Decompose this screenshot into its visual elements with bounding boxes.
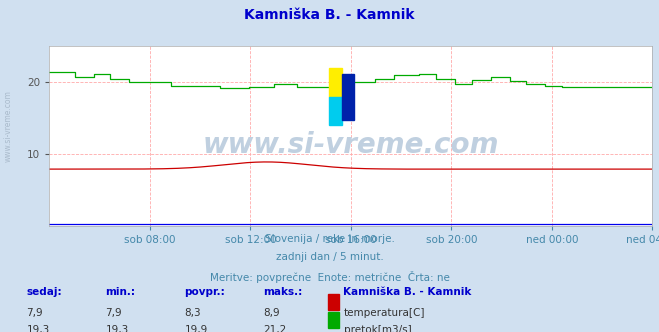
Bar [342, 74, 354, 120]
Text: Meritve: povprečne  Enote: metrične  Črta: ne: Meritve: povprečne Enote: metrične Črta:… [210, 271, 449, 283]
Text: 19,9: 19,9 [185, 325, 208, 332]
Text: Slovenija / reke in morje.: Slovenija / reke in morje. [264, 234, 395, 244]
Text: zadnji dan / 5 minut.: zadnji dan / 5 minut. [275, 252, 384, 262]
Text: sedaj:: sedaj: [26, 287, 62, 297]
Text: 8,9: 8,9 [264, 308, 280, 318]
Text: 8,3: 8,3 [185, 308, 201, 318]
Text: www.si-vreme.com: www.si-vreme.com [203, 131, 499, 159]
Text: pretok[m3/s]: pretok[m3/s] [344, 325, 412, 332]
Text: povpr.:: povpr.: [185, 287, 225, 297]
Text: Kamniška B. - Kamnik: Kamniška B. - Kamnik [244, 8, 415, 22]
Text: 19,3: 19,3 [26, 325, 49, 332]
Bar [329, 97, 342, 125]
Text: 7,9: 7,9 [105, 308, 122, 318]
Text: 19,3: 19,3 [105, 325, 129, 332]
Text: 7,9: 7,9 [26, 308, 43, 318]
Text: www.si-vreme.com: www.si-vreme.com [3, 90, 13, 162]
Text: temperatura[C]: temperatura[C] [344, 308, 426, 318]
Text: min.:: min.: [105, 287, 136, 297]
Text: Kamniška B. - Kamnik: Kamniška B. - Kamnik [343, 287, 471, 297]
Text: 21,2: 21,2 [264, 325, 287, 332]
Text: maks.:: maks.: [264, 287, 303, 297]
Bar [329, 68, 342, 97]
